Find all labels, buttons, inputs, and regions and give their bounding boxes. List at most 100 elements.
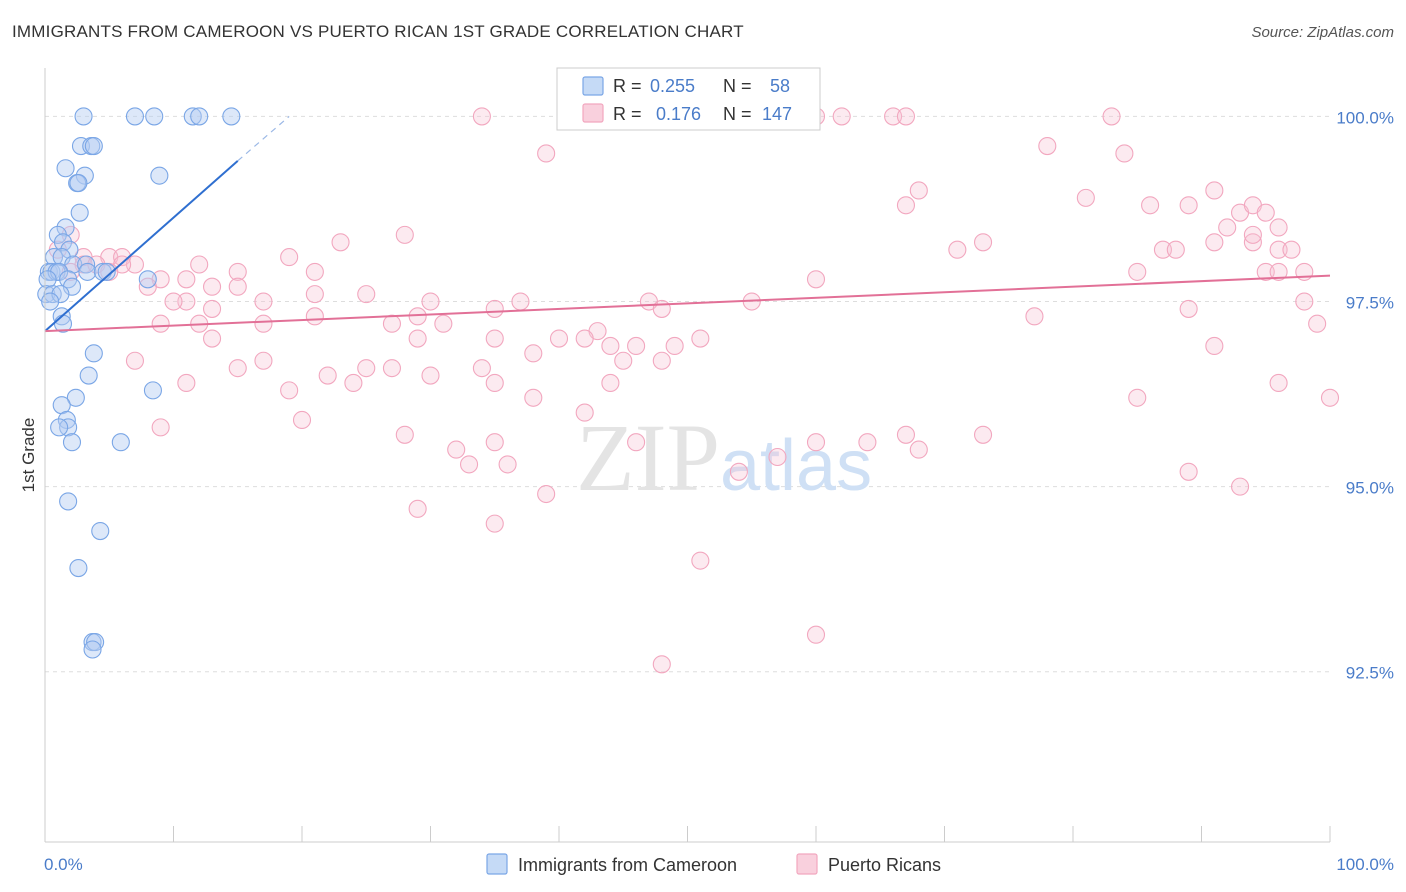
point-puerto-ricans bbox=[254, 314, 273, 333]
point-puerto-ricans bbox=[1076, 188, 1095, 207]
point-puerto-ricans bbox=[254, 351, 273, 370]
point-puerto-ricans bbox=[472, 359, 491, 378]
point-puerto-ricans bbox=[305, 285, 324, 304]
point-cameroon bbox=[62, 433, 82, 452]
point-puerto-ricans bbox=[447, 440, 466, 459]
point-puerto-ricans bbox=[832, 107, 851, 126]
point-cameroon bbox=[91, 521, 110, 541]
point-puerto-ricans bbox=[125, 255, 144, 274]
point-puerto-ricans bbox=[601, 373, 620, 393]
point-cameroon bbox=[84, 344, 103, 363]
legend-label-puerto-ricans: Puerto Ricans bbox=[828, 855, 941, 875]
point-cameroon bbox=[57, 410, 76, 430]
point-puerto-ricans bbox=[1128, 388, 1147, 407]
point-puerto-ricans bbox=[177, 292, 196, 311]
point-cameroon bbox=[84, 136, 103, 156]
point-puerto-ricans bbox=[806, 625, 826, 644]
point-puerto-ricans bbox=[421, 292, 440, 311]
point-puerto-ricans bbox=[549, 329, 569, 348]
point-puerto-ricans bbox=[434, 314, 453, 333]
data-points bbox=[37, 107, 1340, 674]
source-label: Source: ZipAtlas.com bbox=[1251, 24, 1394, 41]
point-puerto-ricans bbox=[806, 270, 826, 289]
point-puerto-ricans bbox=[203, 299, 222, 318]
point-puerto-ricans bbox=[575, 403, 594, 422]
point-puerto-ricans bbox=[485, 329, 504, 348]
point-puerto-ricans bbox=[537, 144, 556, 163]
stat-n-label-2: N = bbox=[723, 104, 752, 124]
point-puerto-ricans bbox=[1102, 107, 1121, 126]
trend-line-puerto-ricans bbox=[44, 274, 1331, 333]
point-puerto-ricans bbox=[138, 277, 157, 296]
point-puerto-ricans bbox=[973, 233, 993, 252]
point-puerto-ricans bbox=[203, 329, 222, 348]
point-puerto-ricans bbox=[1320, 388, 1340, 407]
point-puerto-ricans bbox=[614, 351, 633, 370]
point-puerto-ricans bbox=[485, 514, 504, 533]
point-cameroon bbox=[66, 388, 85, 407]
point-cameroon bbox=[74, 107, 93, 126]
point-cameroon bbox=[51, 285, 70, 304]
point-puerto-ricans bbox=[395, 225, 414, 244]
point-puerto-ricans bbox=[652, 655, 671, 674]
trend-line-cameroon-extension bbox=[237, 115, 290, 162]
point-puerto-ricans bbox=[408, 307, 427, 326]
point-cameroon bbox=[50, 418, 69, 437]
point-puerto-ricans bbox=[1038, 136, 1057, 156]
point-puerto-ricans bbox=[382, 314, 402, 333]
point-cameroon bbox=[60, 240, 79, 259]
stats-swatch-puerto-ricans bbox=[582, 103, 604, 123]
point-puerto-ricans bbox=[729, 462, 748, 481]
point-puerto-ricans bbox=[228, 359, 247, 378]
point-cameroon bbox=[53, 233, 73, 252]
point-puerto-ricans bbox=[177, 270, 196, 289]
point-puerto-ricans bbox=[1256, 203, 1275, 222]
point-cameroon bbox=[78, 262, 97, 281]
legend-swatch-puerto-ricans bbox=[796, 853, 818, 875]
point-puerto-ricans bbox=[203, 277, 222, 296]
point-puerto-ricans bbox=[472, 107, 491, 126]
point-puerto-ricans bbox=[190, 255, 209, 274]
point-puerto-ricans bbox=[408, 329, 427, 348]
y-tick-labels: 100.0% 97.5% 95.0% 92.5% bbox=[1336, 108, 1394, 682]
point-puerto-ricans bbox=[768, 447, 787, 467]
point-puerto-ricans bbox=[1179, 196, 1198, 215]
point-cameroon bbox=[56, 159, 75, 178]
point-cameroon bbox=[183, 107, 202, 126]
point-puerto-ricans bbox=[1141, 196, 1160, 215]
point-cameroon bbox=[75, 166, 94, 185]
point-puerto-ricans bbox=[1243, 225, 1262, 244]
point-puerto-ricans bbox=[485, 373, 504, 393]
point-puerto-ricans bbox=[896, 425, 916, 444]
stats-swatch-cameroon bbox=[582, 76, 604, 96]
point-cameroon bbox=[79, 366, 98, 385]
point-puerto-ricans bbox=[511, 292, 530, 311]
point-puerto-ricans bbox=[357, 359, 376, 378]
point-puerto-ricans bbox=[125, 351, 144, 370]
point-puerto-ricans bbox=[177, 373, 196, 393]
point-puerto-ricans bbox=[292, 410, 312, 430]
y-tick-label: 97.5% bbox=[1346, 294, 1394, 313]
point-puerto-ricans bbox=[228, 277, 247, 296]
point-puerto-ricans bbox=[228, 262, 247, 281]
point-puerto-ricans bbox=[1179, 462, 1198, 481]
point-puerto-ricans bbox=[652, 299, 671, 318]
point-cameroon bbox=[41, 292, 60, 311]
point-puerto-ricans bbox=[254, 292, 273, 311]
point-puerto-ricans bbox=[1256, 262, 1275, 281]
point-puerto-ricans bbox=[357, 285, 376, 304]
point-cameroon bbox=[97, 262, 116, 281]
legend: Immigrants from Cameroon Puerto Ricans bbox=[486, 853, 941, 875]
point-cameroon bbox=[69, 174, 88, 193]
point-cameroon bbox=[190, 107, 209, 126]
point-puerto-ricans bbox=[421, 366, 440, 385]
point-puerto-ricans bbox=[1308, 314, 1327, 333]
point-cameroon bbox=[77, 255, 96, 274]
point-puerto-ricans bbox=[524, 344, 543, 363]
trend-lines bbox=[44, 115, 1331, 333]
point-puerto-ricans bbox=[280, 381, 299, 400]
point-cameroon bbox=[111, 433, 130, 452]
point-cameroon bbox=[69, 559, 88, 578]
point-puerto-ricans bbox=[1166, 240, 1185, 259]
